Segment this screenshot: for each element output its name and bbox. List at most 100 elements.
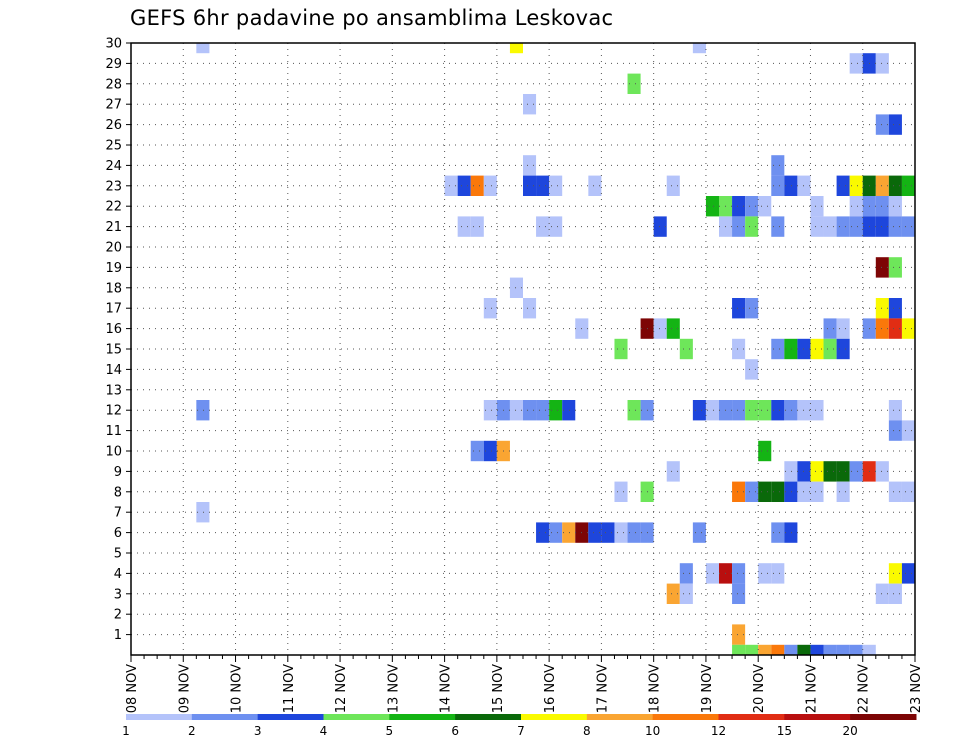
y-tick-label: 14 <box>105 363 122 378</box>
data-cell <box>901 481 915 502</box>
data-cell <box>196 502 210 523</box>
data-cell <box>810 461 824 482</box>
data-cell <box>823 644 837 655</box>
data-cell <box>836 461 850 482</box>
colorbar-swatch <box>521 714 588 720</box>
x-tick-label: 23 NOV <box>909 664 924 713</box>
data-cell <box>588 175 602 196</box>
data-cell <box>536 175 550 196</box>
grid-layer <box>131 43 915 655</box>
data-cell <box>523 298 537 319</box>
data-cell <box>836 318 850 339</box>
data-cell <box>836 338 850 360</box>
data-cell <box>549 216 563 237</box>
data-cell <box>705 196 719 217</box>
data-cell <box>523 155 537 176</box>
y-tick-label: 18 <box>105 281 122 296</box>
x-tick-label: 10 NOV <box>230 664 245 713</box>
data-cell <box>784 461 798 482</box>
data-cell <box>875 53 889 74</box>
data-cell <box>810 216 824 237</box>
data-cell <box>875 298 889 319</box>
data-cell <box>653 318 667 339</box>
data-cell <box>784 338 798 360</box>
y-tick-label: 19 <box>105 261 122 276</box>
data-cell <box>692 522 706 543</box>
data-cell <box>771 338 785 360</box>
x-tick-label: 19 NOV <box>700 664 715 713</box>
y-tick-label: 21 <box>105 220 122 235</box>
x-tick-label: 20 NOV <box>752 664 767 713</box>
data-cell <box>849 175 863 196</box>
data-cell <box>536 400 550 421</box>
y-tick-label: 2 <box>114 608 122 623</box>
data-cell <box>771 400 785 421</box>
colorbar-label: 7 <box>517 724 525 738</box>
data-cell <box>692 43 706 54</box>
colorbar-label: 12 <box>711 724 726 738</box>
data-cell <box>771 522 785 543</box>
data-cell <box>771 175 785 196</box>
data-cell <box>901 420 915 441</box>
x-tick-label: 21 NOV <box>804 664 819 713</box>
y-tick-label: 24 <box>105 159 122 174</box>
data-cell <box>509 43 523 54</box>
data-cell <box>679 563 693 584</box>
data-cell <box>888 216 902 237</box>
data-cell <box>797 644 811 655</box>
x-tick-label: 22 NOV <box>857 664 872 713</box>
colorbar-legend: 1 2 3 4 5 6 7 8 10 12 15 20 <box>122 714 917 738</box>
data-cell <box>653 216 667 237</box>
data-cell <box>784 481 798 502</box>
data-cell <box>509 400 523 421</box>
colorbar-swatch <box>784 714 851 720</box>
x-tick-label: 17 NOV <box>595 664 610 713</box>
data-cell <box>901 563 915 584</box>
data-cell <box>562 400 576 421</box>
data-cell <box>875 461 889 482</box>
data-cell <box>836 175 850 196</box>
data-cell <box>457 216 471 237</box>
data-cell <box>771 216 785 237</box>
data-cell <box>666 318 680 339</box>
y-tick-label: 6 <box>114 526 122 541</box>
y-tick-label: 28 <box>105 77 122 92</box>
chart-title: GEFS 6hr padavine po ansamblima Leskovac <box>130 6 614 30</box>
data-cell <box>875 257 889 278</box>
y-tick-label: 26 <box>105 118 122 133</box>
data-cell <box>849 196 863 217</box>
colorbar-label: 8 <box>583 724 591 738</box>
y-tick-label: 8 <box>114 485 122 500</box>
data-cell <box>745 216 759 237</box>
data-cell <box>784 400 798 421</box>
x-tick-label: 18 NOV <box>648 664 663 713</box>
y-tick-label: 5 <box>114 547 122 562</box>
data-cell <box>692 400 706 421</box>
data-cell <box>758 196 772 217</box>
data-cell <box>562 522 576 543</box>
y-tick-label: 16 <box>105 322 122 337</box>
data-cell <box>732 481 746 502</box>
data-cell <box>732 400 746 421</box>
data-cell <box>901 216 915 237</box>
y-tick-label: 4 <box>114 567 122 582</box>
data-cell <box>888 420 902 441</box>
data-cell <box>705 400 719 421</box>
y-tick-label: 12 <box>105 404 122 419</box>
y-tick-label: 10 <box>105 445 122 460</box>
colorbar-swatch <box>389 714 456 720</box>
data-cell <box>901 318 915 339</box>
data-cell <box>666 461 680 482</box>
y-tick-label: 11 <box>105 424 122 439</box>
data-cell <box>823 216 837 237</box>
data-cell <box>862 644 876 655</box>
colorbar-swatch <box>586 714 654 720</box>
data-cell <box>196 43 210 54</box>
data-cell <box>849 216 863 237</box>
data-cell <box>470 440 484 462</box>
data-cell <box>836 216 850 237</box>
y-tick-label: 13 <box>105 383 122 398</box>
data-cell <box>784 175 798 196</box>
y-tick-label: 9 <box>114 465 122 480</box>
data-cell <box>784 522 798 543</box>
